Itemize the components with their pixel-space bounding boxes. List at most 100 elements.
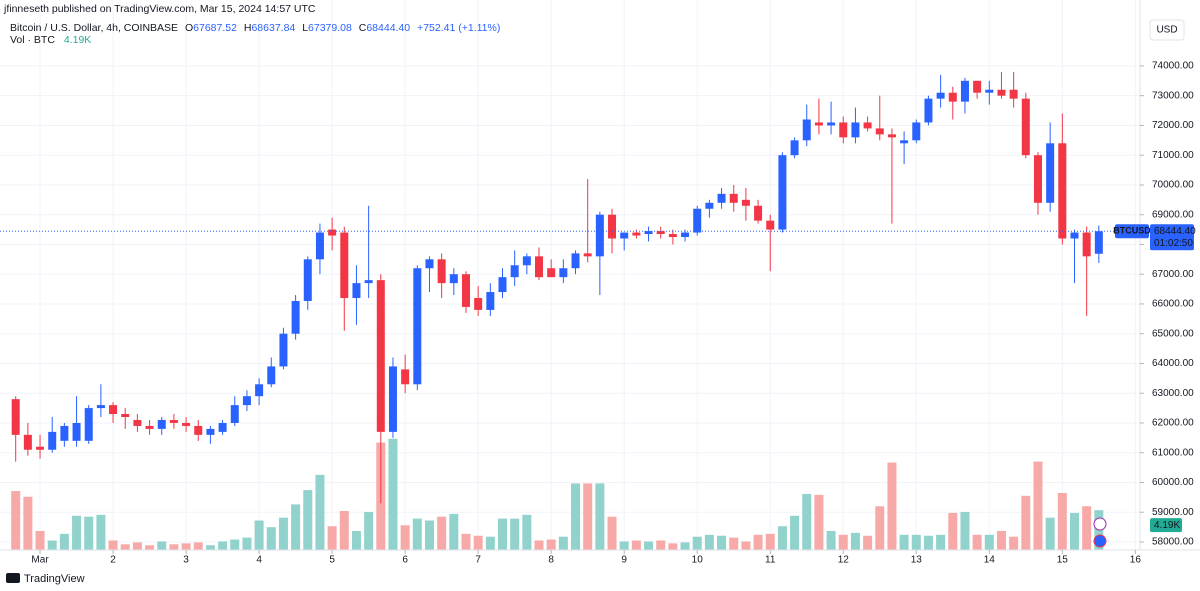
candle-body xyxy=(1094,231,1103,254)
volume-bar xyxy=(790,515,800,550)
published-note: jfinneseth published on TradingView.com,… xyxy=(3,3,316,15)
candle-body xyxy=(279,333,288,367)
candle-body xyxy=(535,256,544,278)
candle-layer xyxy=(0,71,1140,504)
ohlc-key: O xyxy=(185,22,193,34)
candle-body xyxy=(449,274,458,284)
volume-bar xyxy=(461,533,471,550)
volume-bar xyxy=(595,483,605,550)
volume-bar xyxy=(218,541,228,550)
last-volume-box xyxy=(1150,518,1182,533)
candle-body xyxy=(985,89,994,93)
volume-bar xyxy=(120,544,130,550)
candle-body xyxy=(23,434,32,450)
x-tick-label: 5 xyxy=(329,555,335,566)
volume-bar xyxy=(923,535,933,550)
volume-bar xyxy=(704,534,714,550)
candle-body xyxy=(498,277,507,293)
volume-bar xyxy=(838,534,848,550)
grid xyxy=(0,0,1140,550)
brand: TradingView xyxy=(24,573,85,585)
volume-bar xyxy=(108,540,118,550)
ohlc-key: L xyxy=(302,22,308,34)
volume-value: 4.19K xyxy=(64,34,91,46)
volume-bar xyxy=(303,490,313,550)
y-tick-label: 65000.00 xyxy=(1152,328,1194,339)
flag-icon[interactable] xyxy=(1093,534,1107,548)
volume-bar xyxy=(692,536,702,550)
candle-body xyxy=(973,80,982,93)
volume-bar xyxy=(571,483,581,550)
y-tick-label: 58000.00 xyxy=(1152,537,1194,548)
candle-body xyxy=(486,292,495,310)
volume-bar xyxy=(960,511,970,550)
volume-bar xyxy=(169,544,179,550)
candle-body xyxy=(595,214,604,257)
candle-body xyxy=(291,300,300,334)
volume-bar xyxy=(619,541,629,550)
volume-bar xyxy=(534,540,544,550)
candle-body xyxy=(364,280,373,284)
candle-body xyxy=(802,119,811,141)
volume-bar xyxy=(205,545,215,550)
candle-body xyxy=(559,268,568,278)
candle-body xyxy=(206,428,215,435)
volume-bar xyxy=(1045,517,1055,550)
volume-bar xyxy=(668,543,678,550)
candle-body xyxy=(814,122,823,126)
candle-body xyxy=(887,134,896,138)
candle-body xyxy=(1070,232,1079,239)
candle-body xyxy=(230,405,239,423)
candle-body xyxy=(766,220,775,230)
currency-button[interactable] xyxy=(1149,19,1185,41)
volume-bar xyxy=(388,438,398,550)
change: +752.41 (+1.11%) xyxy=(417,22,500,34)
volume-bar xyxy=(887,462,897,550)
candle-body xyxy=(145,425,154,429)
candle-body xyxy=(48,431,57,450)
candle-body xyxy=(218,422,227,432)
volume-bar xyxy=(948,512,958,550)
candle-body xyxy=(36,446,45,450)
candle-body xyxy=(157,419,166,429)
candle-body xyxy=(267,366,276,385)
volume-bar xyxy=(741,541,751,550)
candle-body xyxy=(827,122,836,126)
candle-body xyxy=(778,155,787,230)
volume-bar xyxy=(899,534,909,550)
volume-bar xyxy=(145,545,155,550)
candle-body xyxy=(571,253,580,269)
candle-body xyxy=(547,268,556,278)
candle-body xyxy=(522,256,531,266)
candle-body xyxy=(1009,89,1018,99)
candle-body xyxy=(169,419,178,423)
last-price-box xyxy=(1150,224,1194,251)
candle-body xyxy=(121,414,130,418)
x-tick-label: 13 xyxy=(911,555,923,566)
candle-body xyxy=(754,205,763,221)
x-tick-label: 14 xyxy=(984,555,996,566)
volume-bar xyxy=(777,526,787,550)
volume-bar xyxy=(351,530,361,550)
legend-header: Bitcoin / U.S. Dollar, 4h, COINBASE O676… xyxy=(10,22,500,34)
volume-bar xyxy=(875,506,885,550)
candle-body xyxy=(72,422,81,441)
candle-body xyxy=(997,89,1006,96)
candle-body xyxy=(425,259,434,269)
volume-bar xyxy=(157,541,167,550)
candle-body xyxy=(182,422,191,426)
volume-bar xyxy=(327,526,337,550)
volume-bar xyxy=(911,534,921,550)
x-tick-label: 16 xyxy=(1130,555,1142,566)
y-tick-label: 73000.00 xyxy=(1152,90,1194,101)
candle-body xyxy=(242,396,251,406)
volume-bar xyxy=(485,536,495,550)
volume-bar xyxy=(449,513,459,550)
candle-body xyxy=(693,208,702,233)
volume-bar xyxy=(1069,512,1079,550)
candle-body xyxy=(461,274,470,307)
candle-body xyxy=(656,231,665,235)
x-tick-label: 7 xyxy=(475,555,481,566)
volume-bar xyxy=(1082,506,1092,550)
event-icon[interactable] xyxy=(1093,517,1107,531)
